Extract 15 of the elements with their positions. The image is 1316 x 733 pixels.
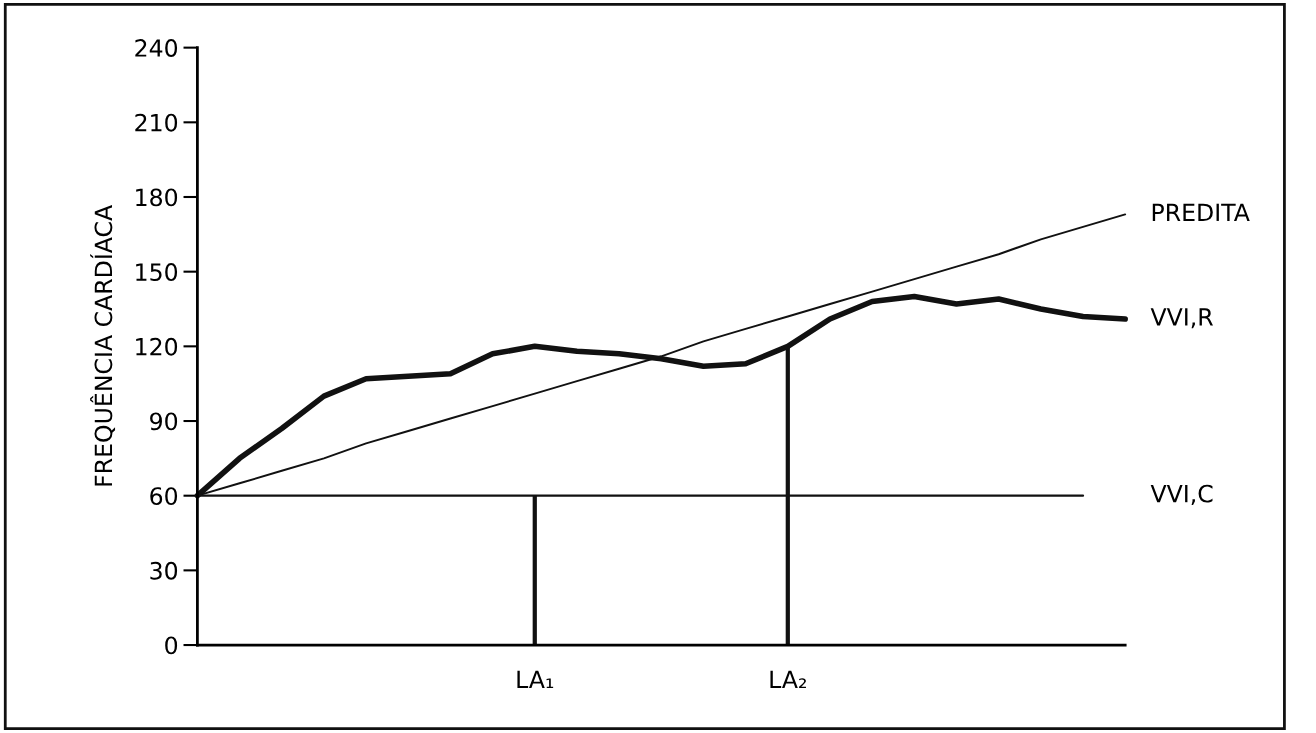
x-tick-label: LA₁ [517, 670, 554, 689]
y-tick-label: 120 [136, 337, 178, 356]
x-tick-label: LA₂ [770, 670, 806, 689]
y-tick-label: 30 [150, 561, 178, 580]
y-tick-label: 150 [136, 263, 178, 281]
y-tick-label: 210 [135, 113, 178, 132]
y-tick-label: 240 [135, 39, 178, 57]
y-axis-title: FREQUÊNCIA CARDÍACA [90, 205, 116, 486]
series-label: PREDITA [1152, 203, 1250, 221]
y-tick-label: 180 [136, 188, 178, 207]
text: VVI,C [1150, 484, 1213, 505]
y-tick-label: 60 [150, 487, 178, 505]
y-tick-label: 90 [150, 412, 178, 431]
series-label: VVI,R [1150, 308, 1213, 329]
y-tick-label: 0 [165, 636, 178, 655]
